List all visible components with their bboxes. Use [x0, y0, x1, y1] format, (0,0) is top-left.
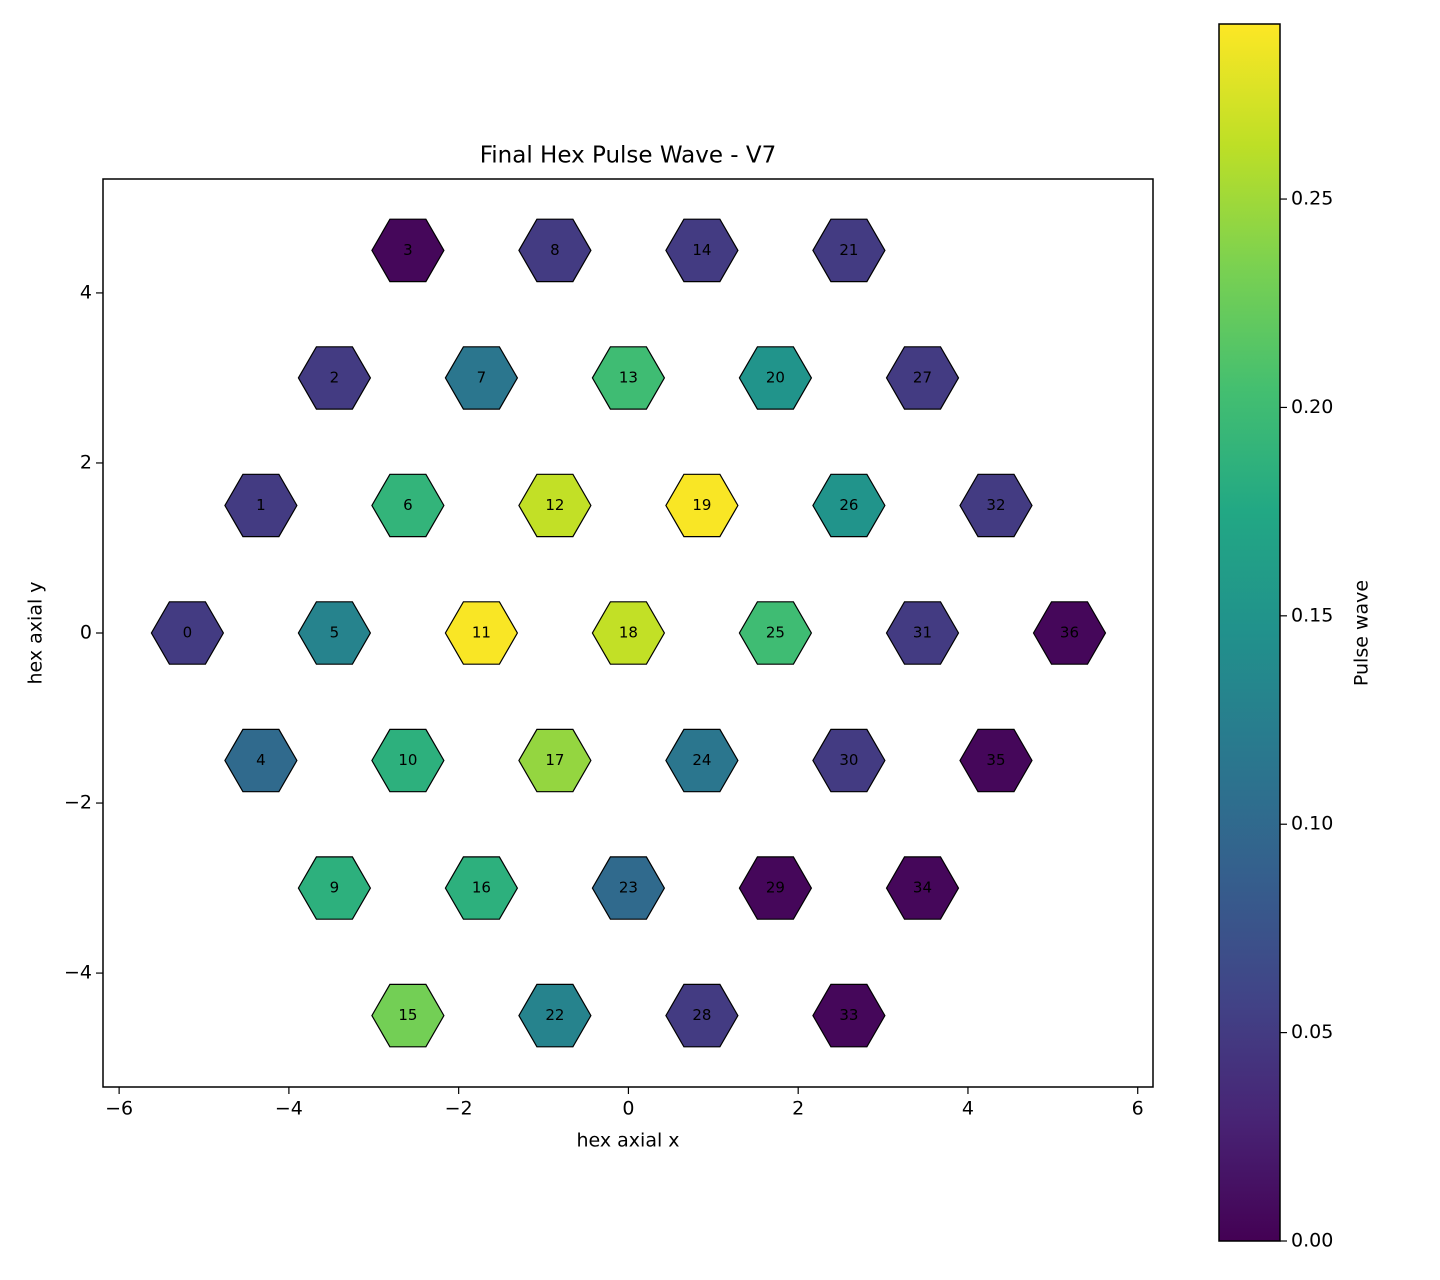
hex-cell [665, 473, 739, 538]
hex-label: 18 [619, 624, 638, 642]
hex-label: 20 [766, 368, 785, 386]
hex-label: 17 [545, 751, 564, 769]
hex-label: 28 [692, 1006, 711, 1024]
hex-label: 35 [986, 751, 1005, 769]
y-tick-label: −2 [64, 792, 92, 814]
hex-label: 25 [766, 624, 785, 642]
hex-label: 7 [477, 368, 487, 386]
hex-cell [591, 601, 666, 665]
hex-label: 22 [545, 1006, 564, 1024]
hex-cell [371, 728, 445, 793]
hex-cell [591, 346, 666, 410]
hex-cell [371, 473, 445, 538]
hex-cell [518, 473, 592, 538]
hex-label: 33 [839, 1006, 858, 1024]
hex-label: 29 [766, 879, 785, 897]
hex-cell [297, 856, 372, 920]
hex-cell [297, 346, 372, 410]
hex-label: 9 [330, 879, 340, 897]
y-axis-label: hex axial y [25, 581, 47, 684]
hex-label: 24 [692, 751, 711, 769]
hex-cell [812, 218, 886, 283]
hex-label: 36 [1060, 624, 1079, 642]
colorbar-tick-label: 0.10 [1291, 813, 1333, 835]
hex-cell [444, 601, 519, 665]
hex-label: 34 [913, 879, 932, 897]
x-tick-label: −6 [105, 1098, 133, 1120]
x-tick-label: −2 [445, 1098, 473, 1120]
x-tick-label: 0 [622, 1098, 634, 1120]
hex-label: 19 [692, 496, 711, 514]
colorbar-label: Pulse wave [1351, 580, 1373, 686]
x-tick-label: 4 [962, 1098, 974, 1120]
hex-cell [371, 983, 445, 1048]
hex-label: 16 [472, 879, 491, 897]
colorbar [1218, 23, 1281, 1242]
colorbar-tick-label: 0.00 [1291, 1230, 1333, 1252]
hex-cell [812, 728, 886, 793]
hex-label: 6 [403, 496, 413, 514]
y-tick-label: 2 [80, 451, 92, 473]
hex-label: 2 [330, 368, 340, 386]
x-tick-label: 2 [792, 1098, 804, 1120]
hex-label: 11 [472, 624, 491, 642]
chart-title: Final Hex Pulse Wave - V7 [480, 143, 777, 169]
hex-label: 21 [839, 241, 858, 259]
hex-cell [812, 983, 886, 1048]
hex-label: 15 [398, 1006, 417, 1024]
hex-label: 26 [839, 496, 858, 514]
hex-label: 27 [913, 368, 932, 386]
x-tick-label: −4 [275, 1098, 303, 1120]
y-tick-label: 0 [80, 622, 92, 644]
hex-label: 5 [330, 624, 340, 642]
x-axis-label: hex axial x [576, 1130, 679, 1152]
hex-cell [665, 728, 739, 793]
y-tick-label: 4 [80, 281, 92, 303]
hex-cell [224, 728, 298, 793]
hex-label: 23 [619, 879, 638, 897]
hex-cell [959, 473, 1033, 538]
hex-cell [518, 728, 592, 793]
hex-cell [297, 601, 372, 665]
hex-cell [885, 346, 960, 410]
hex-cell [959, 728, 1033, 793]
hex-label: 14 [692, 241, 711, 259]
hex-cell [738, 346, 813, 410]
hex-label: 31 [913, 624, 932, 642]
hex-label: 3 [403, 241, 413, 259]
hex-label: 0 [183, 624, 193, 642]
hex-label: 4 [256, 751, 266, 769]
hex-label: 12 [545, 496, 564, 514]
colorbar-tick-label: 0.20 [1291, 396, 1333, 418]
hex-cell [518, 983, 592, 1048]
hex-cell [885, 856, 960, 920]
hex-label: 10 [398, 751, 417, 769]
hex-label: 8 [550, 241, 560, 259]
hex-label: 1 [256, 496, 266, 514]
hex-cell [665, 218, 739, 283]
colorbar-tick-label: 0.15 [1291, 604, 1333, 626]
hex-cell [1032, 601, 1107, 665]
hex-cell [812, 473, 886, 538]
hex-cell [444, 856, 519, 920]
hex-label: 32 [986, 496, 1005, 514]
hex-cell [224, 473, 298, 538]
hex-label: 13 [619, 368, 638, 386]
hex-cell [371, 218, 445, 283]
hex-cell [738, 856, 813, 920]
hex-label: 30 [839, 751, 858, 769]
hex-cell [444, 346, 519, 410]
hex-cell [518, 218, 592, 283]
hex-cell [591, 856, 666, 920]
hex-cell [885, 601, 960, 665]
colorbar-tick-label: 0.25 [1291, 188, 1333, 210]
colorbar-tick-label: 0.05 [1291, 1021, 1333, 1043]
x-tick-label: 6 [1132, 1098, 1144, 1120]
hex-cell [150, 601, 225, 665]
hex-cell [665, 983, 739, 1048]
y-tick-label: −4 [64, 962, 92, 984]
hex-cell [738, 601, 813, 665]
